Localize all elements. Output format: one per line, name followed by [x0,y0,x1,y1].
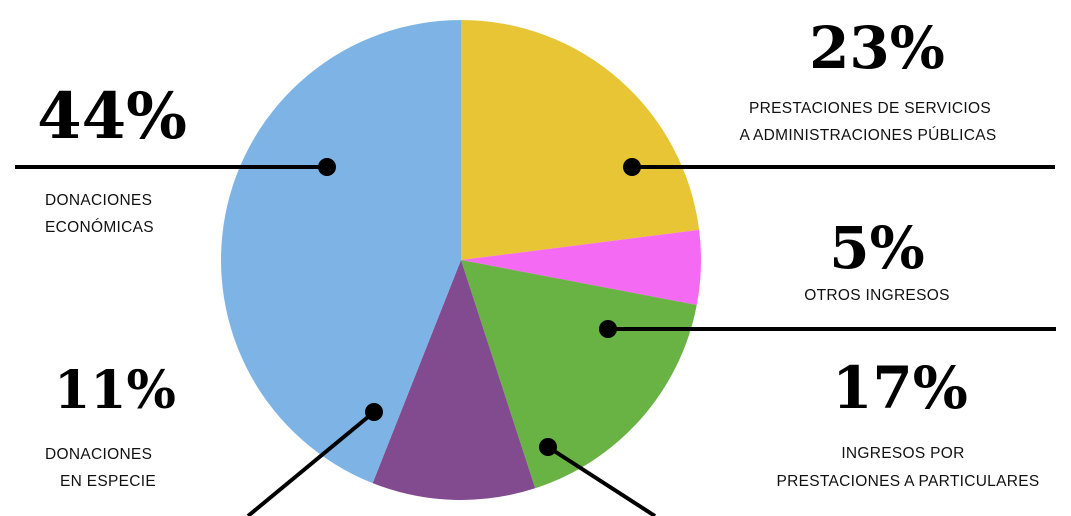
category-label-particulares-line1: INGRESOS POR [841,445,964,462]
percent-label-especie: 11% [54,360,176,421]
percent-label-economicas: 44% [37,79,187,154]
category-label-economicas-line1: DONACIONES [45,192,152,209]
leader-dot-especie [365,403,383,421]
leader-dot-particulares [539,438,557,456]
pie-slice-otros [461,229,701,305]
pie-slice-economicas [220,20,461,484]
leader-dot-servicios [623,158,641,176]
pie-slice-especie [372,260,536,500]
category-label-especie-line1: DONACIONES [45,446,152,463]
percent-label-particulares: 17% [832,354,968,422]
leader-line-especie [246,410,376,516]
leader-dot-economicas [318,158,336,176]
leader-dot-otros [599,320,617,338]
category-label-particulares-line2: PRESTACIONES A PARTICULARES [776,473,1039,490]
percent-label-otros: 5% [829,214,924,282]
leader-line-particulares [546,445,657,516]
pie-slice-particulares [461,260,697,489]
category-label-especie-line2: EN ESPECIE [60,473,156,490]
percent-label-servicios: 23% [809,14,945,82]
leader-lines [15,158,1056,516]
pie-slice-servicios [461,20,700,260]
pie-slices [220,20,701,500]
category-label-servicios-line2: A ADMINISTRACIONES PÚBLICAS [739,127,996,144]
category-label-economicas-line2: ECONÓMICAS [45,219,154,236]
category-label-servicios-line1: PRESTACIONES DE SERVICIOS [749,100,991,117]
category-label-otros: OTROS INGRESOS [804,287,949,304]
